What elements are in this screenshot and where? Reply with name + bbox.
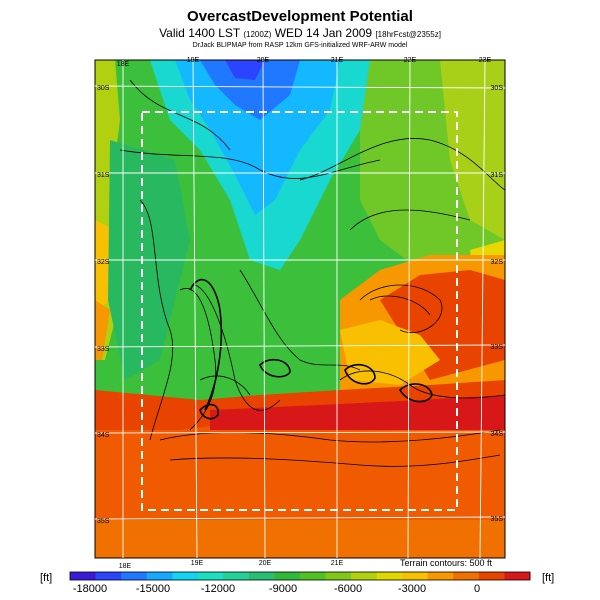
colorbar-unit-right: [ft]	[542, 572, 555, 584]
colorbar-swatch	[402, 572, 429, 580]
colorbar-swatch	[197, 572, 224, 580]
lat-label: 32S	[97, 259, 110, 266]
lat-label: 34S	[97, 432, 110, 439]
colorbar-frame	[69, 571, 531, 581]
lat-label: 33S	[97, 346, 110, 353]
lat-labels-left: 30S 31S 32S 33S 34S 35S	[97, 85, 110, 525]
lon-labels-bottom: 18E 19E 20E 21E	[119, 560, 344, 570]
lat-label: 31S	[97, 172, 110, 179]
lat-labels-right: 30S 31S 32S 33S 34S 35S	[491, 85, 504, 523]
lon-label: 19E	[191, 560, 204, 567]
valid-time-utc: (1200Z)	[243, 30, 272, 39]
lon-label: 20E	[257, 57, 270, 64]
inner-domain-box	[141, 111, 458, 511]
lon-label: 23E	[479, 57, 492, 64]
lon-label: 19E	[187, 57, 200, 64]
colorbar-ticks: -18000 -15000 -12000 -9000 -6000 -3000 0	[73, 583, 480, 595]
lat-label: 32S	[491, 259, 504, 266]
lat-label: 30S	[97, 85, 110, 92]
forecast-run: [18hrFcst@2355z]	[375, 30, 441, 39]
map-frame	[94, 59, 506, 559]
lon-label: 18E	[119, 563, 132, 570]
lon-label: 21E	[331, 560, 344, 567]
colorbar-swatch	[453, 572, 480, 580]
lat-label: 34S	[491, 431, 504, 438]
colorbar-swatch	[223, 572, 250, 580]
colorbar-swatch	[504, 572, 531, 580]
colorbar-swatch	[70, 572, 97, 580]
terrain-contour-note: Terrain contours: 500 ft	[400, 558, 493, 568]
valid-time: Valid 1400 LST	[159, 26, 241, 40]
colorbar-swatch	[427, 572, 454, 580]
colorbar-swatch	[376, 572, 403, 580]
forecast-date: WED 14 Jan 2009	[274, 26, 373, 40]
colorbar-tick-label: 0	[474, 583, 480, 595]
colorbar-tick-label: -6000	[334, 583, 362, 595]
colorbar-swatch	[172, 572, 199, 580]
lon-label: 21E	[331, 57, 344, 64]
lat-label: 31S	[491, 172, 504, 179]
colorbar-swatch	[300, 572, 327, 580]
map-title: OvercastDevelopment Potential	[187, 8, 413, 25]
lat-lon-grid	[94, 59, 506, 559]
model-credit: DrJack BLIPMAP from RASP 12km GFS-initia…	[192, 42, 408, 49]
colorbar-tick-label: -3000	[398, 583, 426, 595]
lon-label: 22E	[404, 57, 417, 64]
lat-label: 33S	[491, 344, 504, 351]
overcast-field	[95, 60, 505, 558]
lat-label: 30S	[491, 85, 504, 92]
colorbar-swatch	[478, 572, 505, 580]
colorbar-swatch	[146, 572, 173, 580]
colorbar-tick-label: -12000	[201, 583, 235, 595]
colorbar-tick-label: -9000	[269, 583, 297, 595]
colorbar-unit-left: [ft]	[40, 572, 53, 584]
colorbar	[70, 572, 531, 580]
lon-label: 20E	[259, 560, 272, 567]
lon-labels-top: 18E 19E 20E 21E 22E 23E	[117, 57, 492, 68]
colorbar-swatch	[95, 572, 122, 580]
valid-time-line: Valid 1400 LST (1200Z) WED 14 Jan 2009 […	[0, 26, 600, 40]
colorbar-swatch	[274, 572, 301, 580]
colorbar-tick-label: -18000	[73, 583, 107, 595]
lon-label: 18E	[117, 61, 130, 68]
colorbar-swatch	[248, 572, 275, 580]
colorbar-tick-label: -15000	[136, 583, 170, 595]
colorbar-swatch	[325, 572, 352, 580]
overcast-contours	[189, 278, 433, 420]
colorbar-swatch	[351, 572, 378, 580]
colorbar-swatch	[121, 572, 148, 580]
lat-label: 35S	[491, 516, 504, 523]
lat-label: 35S	[97, 518, 110, 525]
